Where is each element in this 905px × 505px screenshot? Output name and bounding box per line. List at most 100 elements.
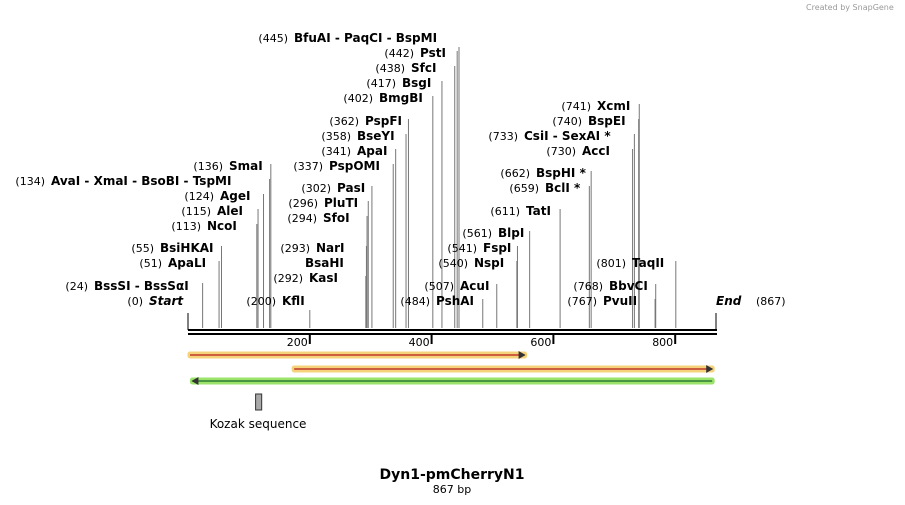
- site-position: (55): [131, 242, 154, 255]
- site-name[interactable]: AccI: [582, 144, 610, 158]
- site-position: (200): [246, 295, 276, 308]
- kozak-label: Kozak sequence: [210, 417, 307, 431]
- site-position: (337): [293, 160, 323, 173]
- site-position: (341): [321, 145, 351, 158]
- site-position: (296): [288, 197, 318, 210]
- site-position: (507): [424, 280, 454, 293]
- site-position: (124): [184, 190, 214, 203]
- feature-arrow-right-icon: [518, 351, 526, 359]
- site-name[interactable]: AcuI: [460, 279, 489, 293]
- site-position: (561): [462, 227, 492, 240]
- site-position: (484): [400, 295, 430, 308]
- site-name[interactable]: NcoI: [207, 219, 237, 233]
- site-position: (134): [15, 175, 45, 188]
- site-position: (767): [567, 295, 597, 308]
- site-name[interactable]: BsgI: [402, 76, 431, 90]
- site-name[interactable]: BclI *: [545, 181, 581, 195]
- site-name[interactable]: PasI: [337, 181, 365, 195]
- site-position: (51): [139, 257, 162, 270]
- site-name[interactable]: PspFI: [365, 114, 402, 128]
- ruler-tick-label: 800: [652, 336, 673, 349]
- sequence-backbone: [188, 329, 717, 335]
- backbone-bottom-strand: [188, 333, 717, 335]
- site-name[interactable]: BbvCI: [609, 279, 648, 293]
- site-name[interactable]: BspEI: [588, 114, 626, 128]
- site-name[interactable]: NspI: [474, 256, 504, 270]
- site-name[interactable]: SfcI: [411, 61, 436, 75]
- site-name[interactable]: PshAI: [436, 294, 474, 308]
- kozak-feature[interactable]: [255, 393, 263, 411]
- sequence-title: Dyn1-pmCherryN1: [379, 467, 524, 483]
- feature-arrow-right-icon: [706, 365, 714, 373]
- site-position: (662): [500, 167, 530, 180]
- site-position: (801): [596, 257, 626, 270]
- site-name[interactable]: Start: [149, 294, 184, 308]
- site-name[interactable]: BmgBI: [379, 91, 423, 105]
- site-name[interactable]: ApaLI: [168, 256, 206, 270]
- site-name[interactable]: ApaI: [357, 144, 387, 158]
- site-position: (417): [366, 77, 396, 90]
- sequence-length: 867 bp: [433, 483, 471, 496]
- site-position: (445): [258, 32, 288, 45]
- cut-site-labels: Start (0) BssSI - BssSαI (24) ApaLI (51) BsiHK…: [15, 31, 785, 308]
- site-name[interactable]: AgeI: [220, 189, 250, 203]
- site-position: (740): [552, 115, 582, 128]
- site-name[interactable]: AleI: [217, 204, 243, 218]
- site-name[interactable]: FspI: [483, 241, 511, 255]
- site-name[interactable]: PspOMI: [329, 159, 380, 173]
- site-name[interactable]: KasI: [309, 271, 338, 285]
- backbone-top-strand: [188, 329, 717, 331]
- ruler-tick-label: 600: [530, 336, 551, 349]
- site-name[interactable]: TatI: [526, 204, 551, 218]
- site-position: (541): [447, 242, 477, 255]
- site-name[interactable]: PvuII: [603, 294, 637, 308]
- site-position: (867): [756, 295, 786, 308]
- site-name[interactable]: End: [716, 294, 742, 308]
- cut-site-lines: [187, 47, 717, 330]
- site-position: (362): [329, 115, 359, 128]
- site-position: (741): [561, 100, 591, 113]
- site-position: (611): [490, 205, 520, 218]
- site-position: (302): [301, 182, 331, 195]
- ruler-tick-label: 400: [409, 336, 430, 349]
- ruler-ticks: 200 400 600 800: [287, 335, 677, 349]
- site-name[interactable]: BseYI: [357, 129, 395, 143]
- site-name[interactable]: PluTI: [324, 196, 358, 210]
- site-name[interactable]: BsiHKAI: [160, 241, 214, 255]
- site-name[interactable]: TaqII: [632, 256, 664, 270]
- site-name[interactable]: PstI: [420, 46, 446, 60]
- site-name[interactable]: XcmI: [597, 99, 630, 113]
- site-name[interactable]: BssSI - BssSαI: [94, 279, 189, 293]
- site-name[interactable]: AvaI - XmaI - BsoBI - TspMI: [51, 174, 231, 188]
- site-position: (24): [65, 280, 88, 293]
- site-name[interactable]: BsaHI: [305, 256, 344, 270]
- site-position: (540): [438, 257, 468, 270]
- site-position: (659): [509, 182, 539, 195]
- site-name[interactable]: SfoI: [323, 211, 350, 225]
- site-position: (733): [488, 130, 518, 143]
- site-position: (136): [193, 160, 223, 173]
- site-position: (0): [127, 295, 143, 308]
- site-position: (442): [384, 47, 414, 60]
- feature-track: [187, 351, 715, 385]
- site-position: (294): [287, 212, 317, 225]
- site-name[interactable]: BfuAI - PaqCI - BspMI: [294, 31, 437, 45]
- site-position: (730): [546, 145, 576, 158]
- site-position: (293): [280, 242, 310, 255]
- site-position: (113): [171, 220, 201, 233]
- site-position: (402): [343, 92, 373, 105]
- site-name[interactable]: NarI: [316, 241, 345, 255]
- site-position: (768): [573, 280, 603, 293]
- site-name[interactable]: BlpI: [498, 226, 524, 240]
- site-position: (358): [321, 130, 351, 143]
- ruler-tick-label: 200: [287, 336, 308, 349]
- site-position: (292): [273, 272, 303, 285]
- watermark: Created by SnapGene: [806, 3, 894, 12]
- site-name[interactable]: CsiI - SexAI *: [524, 129, 611, 143]
- feature-arrow-left-icon: [191, 377, 199, 385]
- site-name[interactable]: KflI: [282, 294, 305, 308]
- site-name[interactable]: SmaI: [229, 159, 263, 173]
- site-name[interactable]: BspHI *: [536, 166, 587, 180]
- site-position: (438): [375, 62, 405, 75]
